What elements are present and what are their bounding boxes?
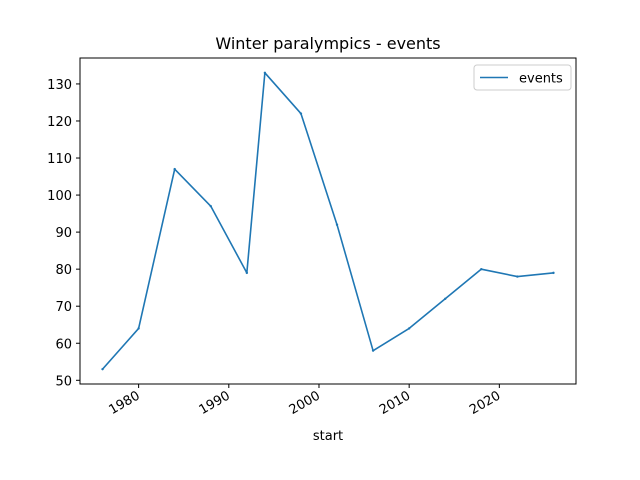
y-tick-label: 70	[55, 300, 72, 315]
data-point	[335, 223, 339, 226]
data-point	[299, 112, 303, 115]
data-point	[209, 204, 212, 208]
data-point	[263, 71, 267, 75]
y-tick-label: 80	[55, 263, 72, 278]
data-point	[101, 367, 104, 371]
y-tick-label: 110	[47, 152, 72, 167]
y-tick-label: 100	[47, 189, 72, 204]
y-tick-label: 120	[47, 115, 72, 130]
data-point	[407, 327, 411, 330]
legend-box	[473, 64, 572, 91]
axes-frame	[79, 57, 577, 385]
data-point	[173, 167, 176, 171]
data-point	[552, 271, 555, 275]
chart-title: Winter paralympics - events	[215, 34, 440, 53]
legend-label: events	[519, 72, 563, 87]
y-tick-label: 60	[55, 337, 72, 352]
y-tick-label: 90	[55, 226, 72, 241]
series-line-events	[101, 72, 555, 371]
data-point	[137, 327, 140, 330]
data-point	[480, 267, 483, 271]
legend: events	[473, 64, 572, 91]
y-tick-label: 50	[55, 374, 72, 389]
x-axis-label: start	[313, 429, 343, 444]
data-point	[245, 271, 249, 275]
y-tick-label: 130	[47, 78, 72, 93]
data-point	[444, 297, 447, 300]
data-point	[371, 349, 375, 352]
data-point	[516, 275, 519, 278]
